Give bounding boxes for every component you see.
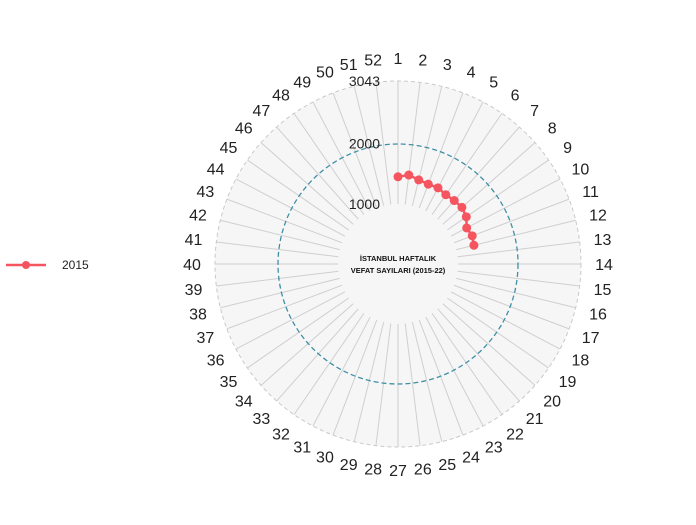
angular-label-35: 35 — [220, 374, 238, 391]
angular-label-8: 8 — [548, 120, 557, 137]
data-point-week-4[interactable] — [423, 179, 433, 189]
angular-label-33: 33 — [252, 411, 270, 428]
angular-label-50: 50 — [316, 64, 334, 81]
angular-label-28: 28 — [364, 461, 382, 478]
data-point-week-6[interactable] — [441, 190, 451, 200]
angular-label-15: 15 — [594, 282, 612, 299]
angular-label-26: 26 — [414, 461, 432, 478]
reference-circle — [277, 143, 519, 385]
angular-label-41: 41 — [185, 232, 203, 249]
angular-label-30: 30 — [316, 450, 334, 467]
angular-label-3: 3 — [443, 57, 452, 74]
data-point-week-9[interactable] — [461, 212, 471, 222]
angular-label-45: 45 — [220, 140, 238, 157]
angular-label-47: 47 — [252, 103, 270, 120]
angular-label-37: 37 — [196, 330, 214, 347]
data-point-week-10[interactable] — [462, 223, 472, 233]
data-point-week-2[interactable] — [404, 170, 414, 180]
angular-label-20: 20 — [543, 394, 561, 411]
angular-label-10: 10 — [572, 161, 590, 178]
angular-label-1: 1 — [394, 51, 403, 68]
radial-label-2000: 2000 — [349, 136, 380, 152]
angular-label-25: 25 — [438, 457, 456, 474]
center-hole — [338, 204, 458, 324]
angular-label-21: 21 — [526, 411, 544, 428]
angular-label-4: 4 — [467, 64, 476, 81]
angular-label-31: 31 — [293, 439, 311, 456]
data-point-week-3[interactable] — [414, 175, 424, 185]
legend-marker — [6, 261, 46, 269]
data-point-week-11[interactable] — [467, 231, 477, 241]
angular-label-36: 36 — [207, 353, 225, 370]
angular-label-7: 7 — [530, 103, 539, 120]
angular-label-12: 12 — [589, 208, 607, 225]
chart-title-line-1: İSTANBUL HAFTALIK — [360, 254, 437, 263]
angular-label-40: 40 — [183, 257, 201, 274]
legend: 2015 — [6, 258, 89, 272]
angular-label-46: 46 — [235, 120, 253, 137]
angular-label-23: 23 — [485, 439, 503, 456]
angular-label-18: 18 — [572, 353, 590, 370]
legend-label-2015: 2015 — [62, 258, 89, 272]
angular-label-24: 24 — [462, 450, 480, 467]
series-layer — [393, 170, 479, 250]
angular-label-48: 48 — [272, 87, 290, 104]
angular-label-11: 11 — [582, 184, 599, 201]
angular-label-2: 2 — [418, 53, 427, 70]
angular-label-52: 52 — [364, 53, 382, 70]
angular-label-43: 43 — [196, 184, 214, 201]
data-point-week-5[interactable] — [433, 183, 443, 193]
angular-label-17: 17 — [582, 330, 600, 347]
chart-title-line-2: VEFAT SAYILARI (2015-22) — [351, 266, 446, 275]
angular-label-29: 29 — [340, 457, 358, 474]
radial-label-1000: 1000 — [349, 196, 380, 212]
angular-label-19: 19 — [559, 374, 577, 391]
angular-label-14: 14 — [595, 257, 613, 274]
data-point-week-7[interactable] — [449, 196, 459, 206]
angular-label-9: 9 — [563, 140, 572, 157]
radial-tick-labels: 1000 2000 3043 — [349, 73, 380, 212]
angular-label-16: 16 — [589, 306, 607, 323]
radial-label-3043: 3043 — [349, 73, 380, 89]
data-point-week-8[interactable] — [457, 202, 467, 212]
angular-label-39: 39 — [185, 282, 203, 299]
data-point-week-12[interactable] — [469, 240, 479, 250]
angular-label-44: 44 — [207, 161, 225, 178]
angular-label-5: 5 — [489, 75, 498, 92]
angular-label-42: 42 — [189, 208, 207, 225]
angular-label-38: 38 — [189, 306, 207, 323]
angular-tick-labels: 1 2 3 4567891011121314151617181920212223242… — [183, 51, 613, 480]
data-point-week-1[interactable] — [393, 172, 403, 182]
angular-label-51: 51 — [340, 57, 358, 74]
angular-label-34: 34 — [235, 394, 253, 411]
angular-label-49: 49 — [293, 75, 311, 92]
angular-label-22: 22 — [506, 427, 524, 444]
angular-label-27: 27 — [389, 463, 407, 480]
angular-label-32: 32 — [272, 427, 290, 444]
angular-label-6: 6 — [511, 87, 520, 104]
angular-label-13: 13 — [594, 232, 612, 249]
